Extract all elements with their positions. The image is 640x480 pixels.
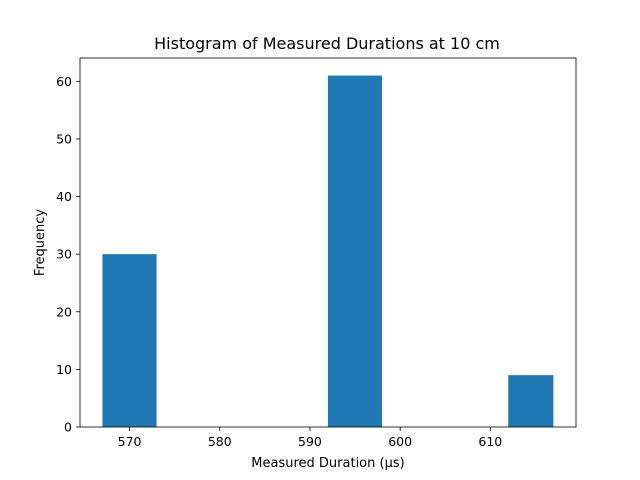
- x-tick-label: 600: [388, 434, 412, 449]
- histogram-bar-3: [508, 375, 554, 427]
- y-tick-label: 30: [56, 247, 72, 262]
- plot-area-frame: [79, 57, 577, 428]
- chart-title: Histogram of Measured Durations at 10 cm: [154, 34, 500, 53]
- histogram-bar-1: [102, 254, 157, 427]
- x-tick-label: 580: [208, 434, 232, 449]
- x-axis-label: Measured Duration (µs): [251, 456, 404, 471]
- y-tick-label: 50: [56, 131, 72, 146]
- y-tick-label: 0: [64, 420, 72, 435]
- y-tick-label: 60: [56, 74, 72, 89]
- y-tick-label: 10: [56, 362, 72, 377]
- y-tick-label: 20: [56, 304, 72, 319]
- histogram-bar-2: [327, 75, 383, 428]
- x-tick-label: 590: [298, 434, 322, 449]
- x-tick-label: 570: [118, 434, 142, 449]
- x-tick-label: 610: [478, 434, 502, 449]
- y-axis-label: Frequency: [33, 209, 48, 276]
- y-tick-label: 40: [56, 189, 72, 204]
